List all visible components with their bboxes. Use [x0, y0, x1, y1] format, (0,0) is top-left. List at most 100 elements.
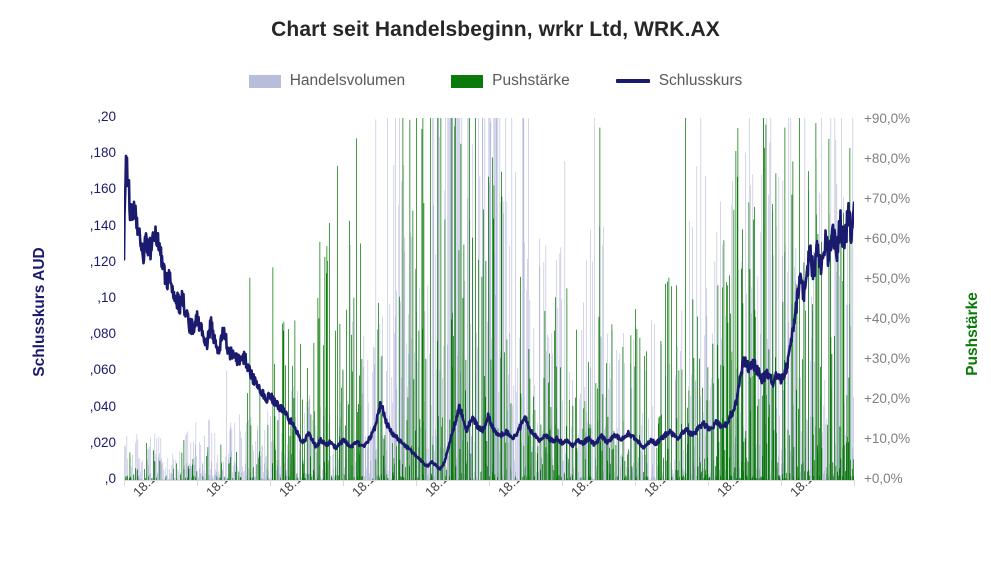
push-bar [751, 478, 753, 480]
push-bar [458, 250, 460, 480]
push-bar [527, 416, 528, 480]
volume-bar [711, 427, 713, 480]
volume-bar [407, 448, 408, 480]
volume-bar [571, 473, 572, 480]
volume-bar [698, 438, 700, 480]
volume-bar [162, 478, 163, 480]
push-bar [545, 447, 547, 480]
volume-bar [714, 261, 716, 480]
volume-bar [563, 473, 565, 480]
volume-bar [213, 478, 215, 480]
volume-bar [637, 475, 639, 480]
volume-bar [251, 477, 253, 480]
x-tick-mark-7 [635, 480, 636, 486]
left-tick-5: ,10 [97, 290, 116, 305]
volume-bar [557, 308, 559, 480]
volume-bar [846, 304, 848, 480]
volume-bar [663, 460, 665, 480]
volume-bar [826, 418, 828, 480]
volume-bar [491, 338, 493, 480]
volume-bar [668, 477, 669, 480]
push-bar [359, 454, 361, 480]
volume-bar [473, 478, 475, 480]
volume-bar [222, 469, 224, 480]
push-bar [717, 344, 718, 480]
volume-bar [725, 470, 727, 480]
volume-bar [133, 477, 135, 480]
legend-item-volume[interactable]: Handelsvolumen [248, 72, 405, 90]
volume-bar [825, 424, 826, 480]
push-bar [277, 420, 279, 480]
push-bar [523, 445, 525, 480]
push-bar [440, 118, 442, 480]
push-bar [148, 476, 149, 480]
volume-swatch-icon [248, 74, 281, 88]
volume-bar [239, 414, 240, 480]
push-bar [392, 443, 393, 480]
push-bar [688, 390, 690, 480]
volume-bar [783, 462, 784, 480]
plot-area[interactable] [124, 118, 854, 480]
push-bar [339, 323, 341, 480]
volume-bar [150, 473, 152, 480]
volume-bar [161, 457, 162, 480]
volume-bar [629, 476, 630, 480]
volume-bar [780, 477, 781, 480]
volume-bar [672, 476, 674, 480]
volume-bar [463, 425, 464, 480]
x-tick-mark-1 [197, 480, 198, 486]
volume-bar [226, 370, 227, 480]
volume-bar [395, 118, 396, 480]
push-bar [722, 287, 723, 480]
push-bar [460, 143, 462, 480]
volume-bar [786, 478, 788, 480]
volume-bar [142, 460, 143, 480]
push-bar [769, 404, 770, 480]
volume-bar [195, 445, 196, 480]
volume-bar [408, 314, 409, 480]
volume-bar [314, 472, 316, 480]
volume-bar [360, 406, 362, 480]
volume-bar [466, 409, 467, 480]
left-tick-6: ,080 [89, 326, 116, 342]
volume-bar [420, 427, 422, 480]
volume-bar [761, 476, 762, 480]
volume-bar [198, 476, 199, 480]
push-bar [681, 369, 683, 480]
push-bar [775, 173, 777, 480]
volume-bar [528, 118, 529, 480]
volume-bar [148, 448, 150, 480]
push-bar [351, 334, 352, 480]
push-bar [384, 435, 386, 480]
volume-bar [446, 466, 448, 480]
volume-bar [651, 319, 652, 480]
push-bar [763, 118, 764, 480]
push-bar [422, 118, 424, 480]
volume-bar [547, 334, 548, 480]
volume-bar [609, 362, 611, 480]
volume-bar [279, 411, 280, 480]
push-bar [761, 476, 763, 480]
volume-bar [541, 458, 542, 480]
volume-bar [439, 370, 441, 480]
legend-label-push: Pushstärke [492, 72, 570, 89]
volume-bar [281, 432, 283, 480]
push-bar [607, 416, 609, 480]
push-bar [486, 441, 488, 480]
volume-bar [246, 422, 247, 480]
push-bar [359, 375, 360, 480]
volume-bar [601, 337, 603, 480]
legend-item-push[interactable]: Pushstärke [451, 72, 570, 90]
push-bar [455, 466, 457, 480]
volume-bar [443, 345, 445, 480]
push-bar [129, 478, 130, 480]
volume-bar [370, 426, 371, 480]
push-bar [349, 220, 350, 480]
push-bar [773, 430, 775, 480]
volume-bar [261, 446, 263, 480]
volume-bar [682, 468, 684, 480]
push-bar [317, 297, 319, 480]
push-bar [667, 281, 668, 480]
legend-item-price[interactable]: Schlusskurs [615, 72, 742, 90]
volume-bar [212, 475, 214, 480]
